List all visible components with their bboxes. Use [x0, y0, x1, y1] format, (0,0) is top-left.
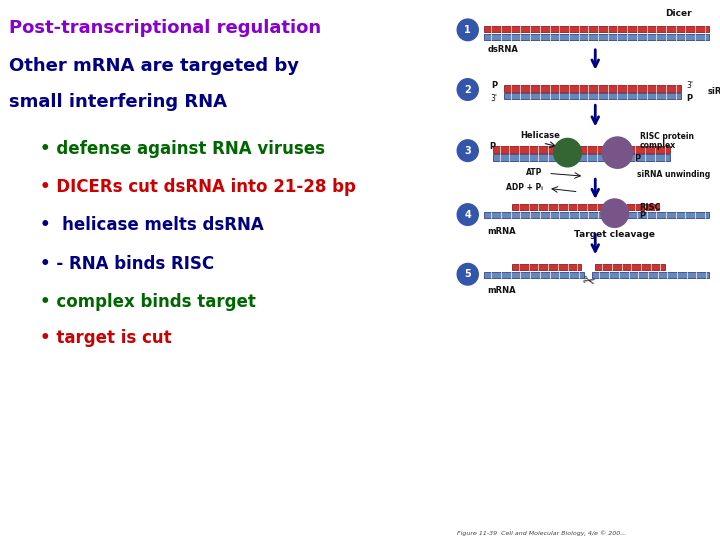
Text: ADP + Pᵢ: ADP + Pᵢ: [505, 183, 543, 192]
Circle shape: [457, 79, 478, 100]
Bar: [485, 272, 584, 278]
Text: RISC protein: RISC protein: [639, 132, 693, 141]
Bar: [492, 154, 670, 160]
Bar: [485, 33, 709, 40]
Text: 4: 4: [464, 210, 471, 220]
Text: RISC: RISC: [639, 203, 661, 212]
Bar: [512, 204, 659, 210]
Text: • DICERs cut dsRNA into 21-28 bp: • DICERs cut dsRNA into 21-28 bp: [40, 178, 356, 196]
Text: siRNA: siRNA: [708, 87, 720, 96]
Bar: [485, 25, 709, 32]
Text: P: P: [639, 211, 646, 220]
Text: small interfering RNA: small interfering RNA: [9, 93, 227, 111]
Text: Target cleavage: Target cleavage: [574, 230, 655, 239]
Text: P: P: [686, 93, 693, 103]
Text: complex: complex: [639, 141, 676, 150]
Text: • - RNA binds RISC: • - RNA binds RISC: [40, 255, 214, 273]
Circle shape: [554, 138, 582, 167]
Text: • complex binds target: • complex binds target: [40, 293, 256, 310]
Circle shape: [602, 137, 633, 168]
Text: dsRNA: dsRNA: [487, 45, 518, 54]
Text: mRNA: mRNA: [487, 286, 516, 295]
Text: ATP: ATP: [526, 168, 543, 177]
Text: 3': 3': [686, 81, 693, 90]
Circle shape: [457, 19, 478, 40]
Text: Dicer: Dicer: [665, 10, 692, 18]
Text: Helicase: Helicase: [520, 131, 559, 140]
Text: 3: 3: [464, 146, 471, 156]
Circle shape: [600, 199, 629, 227]
Bar: [512, 264, 582, 270]
Text: • defense against RNA viruses: • defense against RNA viruses: [40, 140, 325, 158]
Circle shape: [457, 264, 478, 285]
Text: ✂: ✂: [580, 273, 596, 291]
Bar: [492, 146, 670, 153]
Text: siRNA unwinding: siRNA unwinding: [637, 170, 710, 179]
Text: mRNA: mRNA: [487, 227, 516, 236]
Circle shape: [457, 204, 478, 225]
Text: 2: 2: [464, 85, 471, 94]
Bar: [504, 93, 681, 99]
Bar: [593, 272, 709, 278]
Text: • target is cut: • target is cut: [40, 329, 171, 347]
Bar: [504, 85, 681, 91]
Text: 1: 1: [464, 25, 471, 35]
Bar: [595, 264, 665, 270]
Text: 5: 5: [464, 269, 471, 279]
Text: 3': 3': [490, 93, 498, 103]
Text: P: P: [491, 81, 497, 90]
Circle shape: [457, 140, 478, 161]
Text: Post-transcriptional regulation: Post-transcriptional regulation: [9, 19, 321, 37]
Text: P: P: [634, 154, 640, 164]
Bar: [485, 212, 709, 218]
Text: P: P: [490, 142, 496, 151]
Text: •  helicase melts dsRNA: • helicase melts dsRNA: [40, 216, 264, 234]
Text: Figure 11-39  Cell and Molecular Biology, 4/e © 200...: Figure 11-39 Cell and Molecular Biology,…: [456, 530, 626, 536]
Text: Other mRNA are targeted by: Other mRNA are targeted by: [9, 57, 299, 75]
